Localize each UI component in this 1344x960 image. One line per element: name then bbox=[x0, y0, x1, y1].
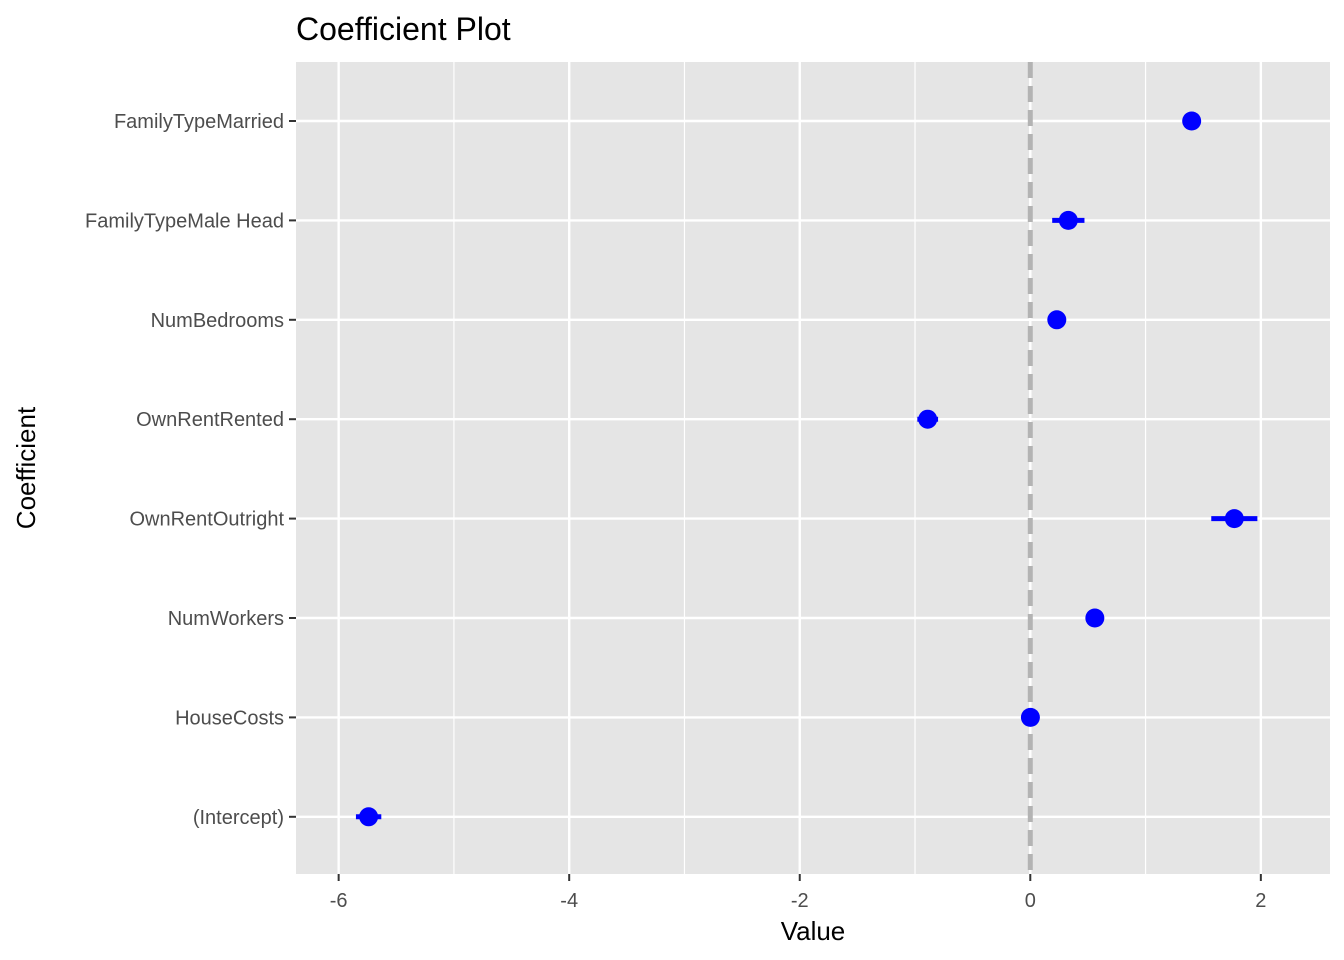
coefficient-point bbox=[1058, 210, 1078, 230]
data-marks bbox=[355, 111, 1258, 827]
major-grid bbox=[296, 62, 1330, 874]
y-tick-label: (Intercept) bbox=[193, 807, 284, 829]
x-tick-label: 0 bbox=[1025, 890, 1036, 912]
y-tick-label: FamilyTypeMarried bbox=[114, 111, 284, 133]
x-axis-title: Value bbox=[781, 916, 846, 946]
y-axis: FamilyTypeMarried FamilyTypeMale Head NumB… bbox=[85, 111, 296, 829]
x-tick-label: 2 bbox=[1255, 890, 1266, 912]
x-tick-label: -2 bbox=[791, 890, 809, 912]
coefficient-point bbox=[1182, 111, 1202, 131]
coefficient-point bbox=[359, 807, 379, 827]
y-tick-label: HouseCosts bbox=[175, 707, 284, 729]
x-axis: -6 -4 -2 0 2 bbox=[330, 874, 1266, 912]
y-tick-label: NumWorkers bbox=[168, 608, 284, 630]
x-tick-label: -4 bbox=[560, 890, 578, 912]
coefficient-point bbox=[1085, 608, 1105, 628]
y-tick-label: OwnRentRented bbox=[136, 409, 284, 431]
chart-title: Coefficient Plot bbox=[296, 11, 511, 47]
coefficient-point bbox=[1047, 310, 1067, 330]
coefficient-point bbox=[918, 409, 938, 429]
y-axis-title: Coefficient bbox=[11, 406, 41, 529]
y-tick-label: NumBedrooms bbox=[151, 310, 284, 332]
coefficient-point bbox=[1020, 707, 1040, 727]
y-tick-label: OwnRentOutright bbox=[129, 509, 284, 531]
plot-panel bbox=[296, 62, 1330, 874]
coefficient-point bbox=[1224, 509, 1244, 529]
x-tick-label: -6 bbox=[330, 890, 348, 912]
y-tick-label: FamilyTypeMale Head bbox=[85, 210, 284, 232]
minor-grid bbox=[453, 62, 1147, 874]
